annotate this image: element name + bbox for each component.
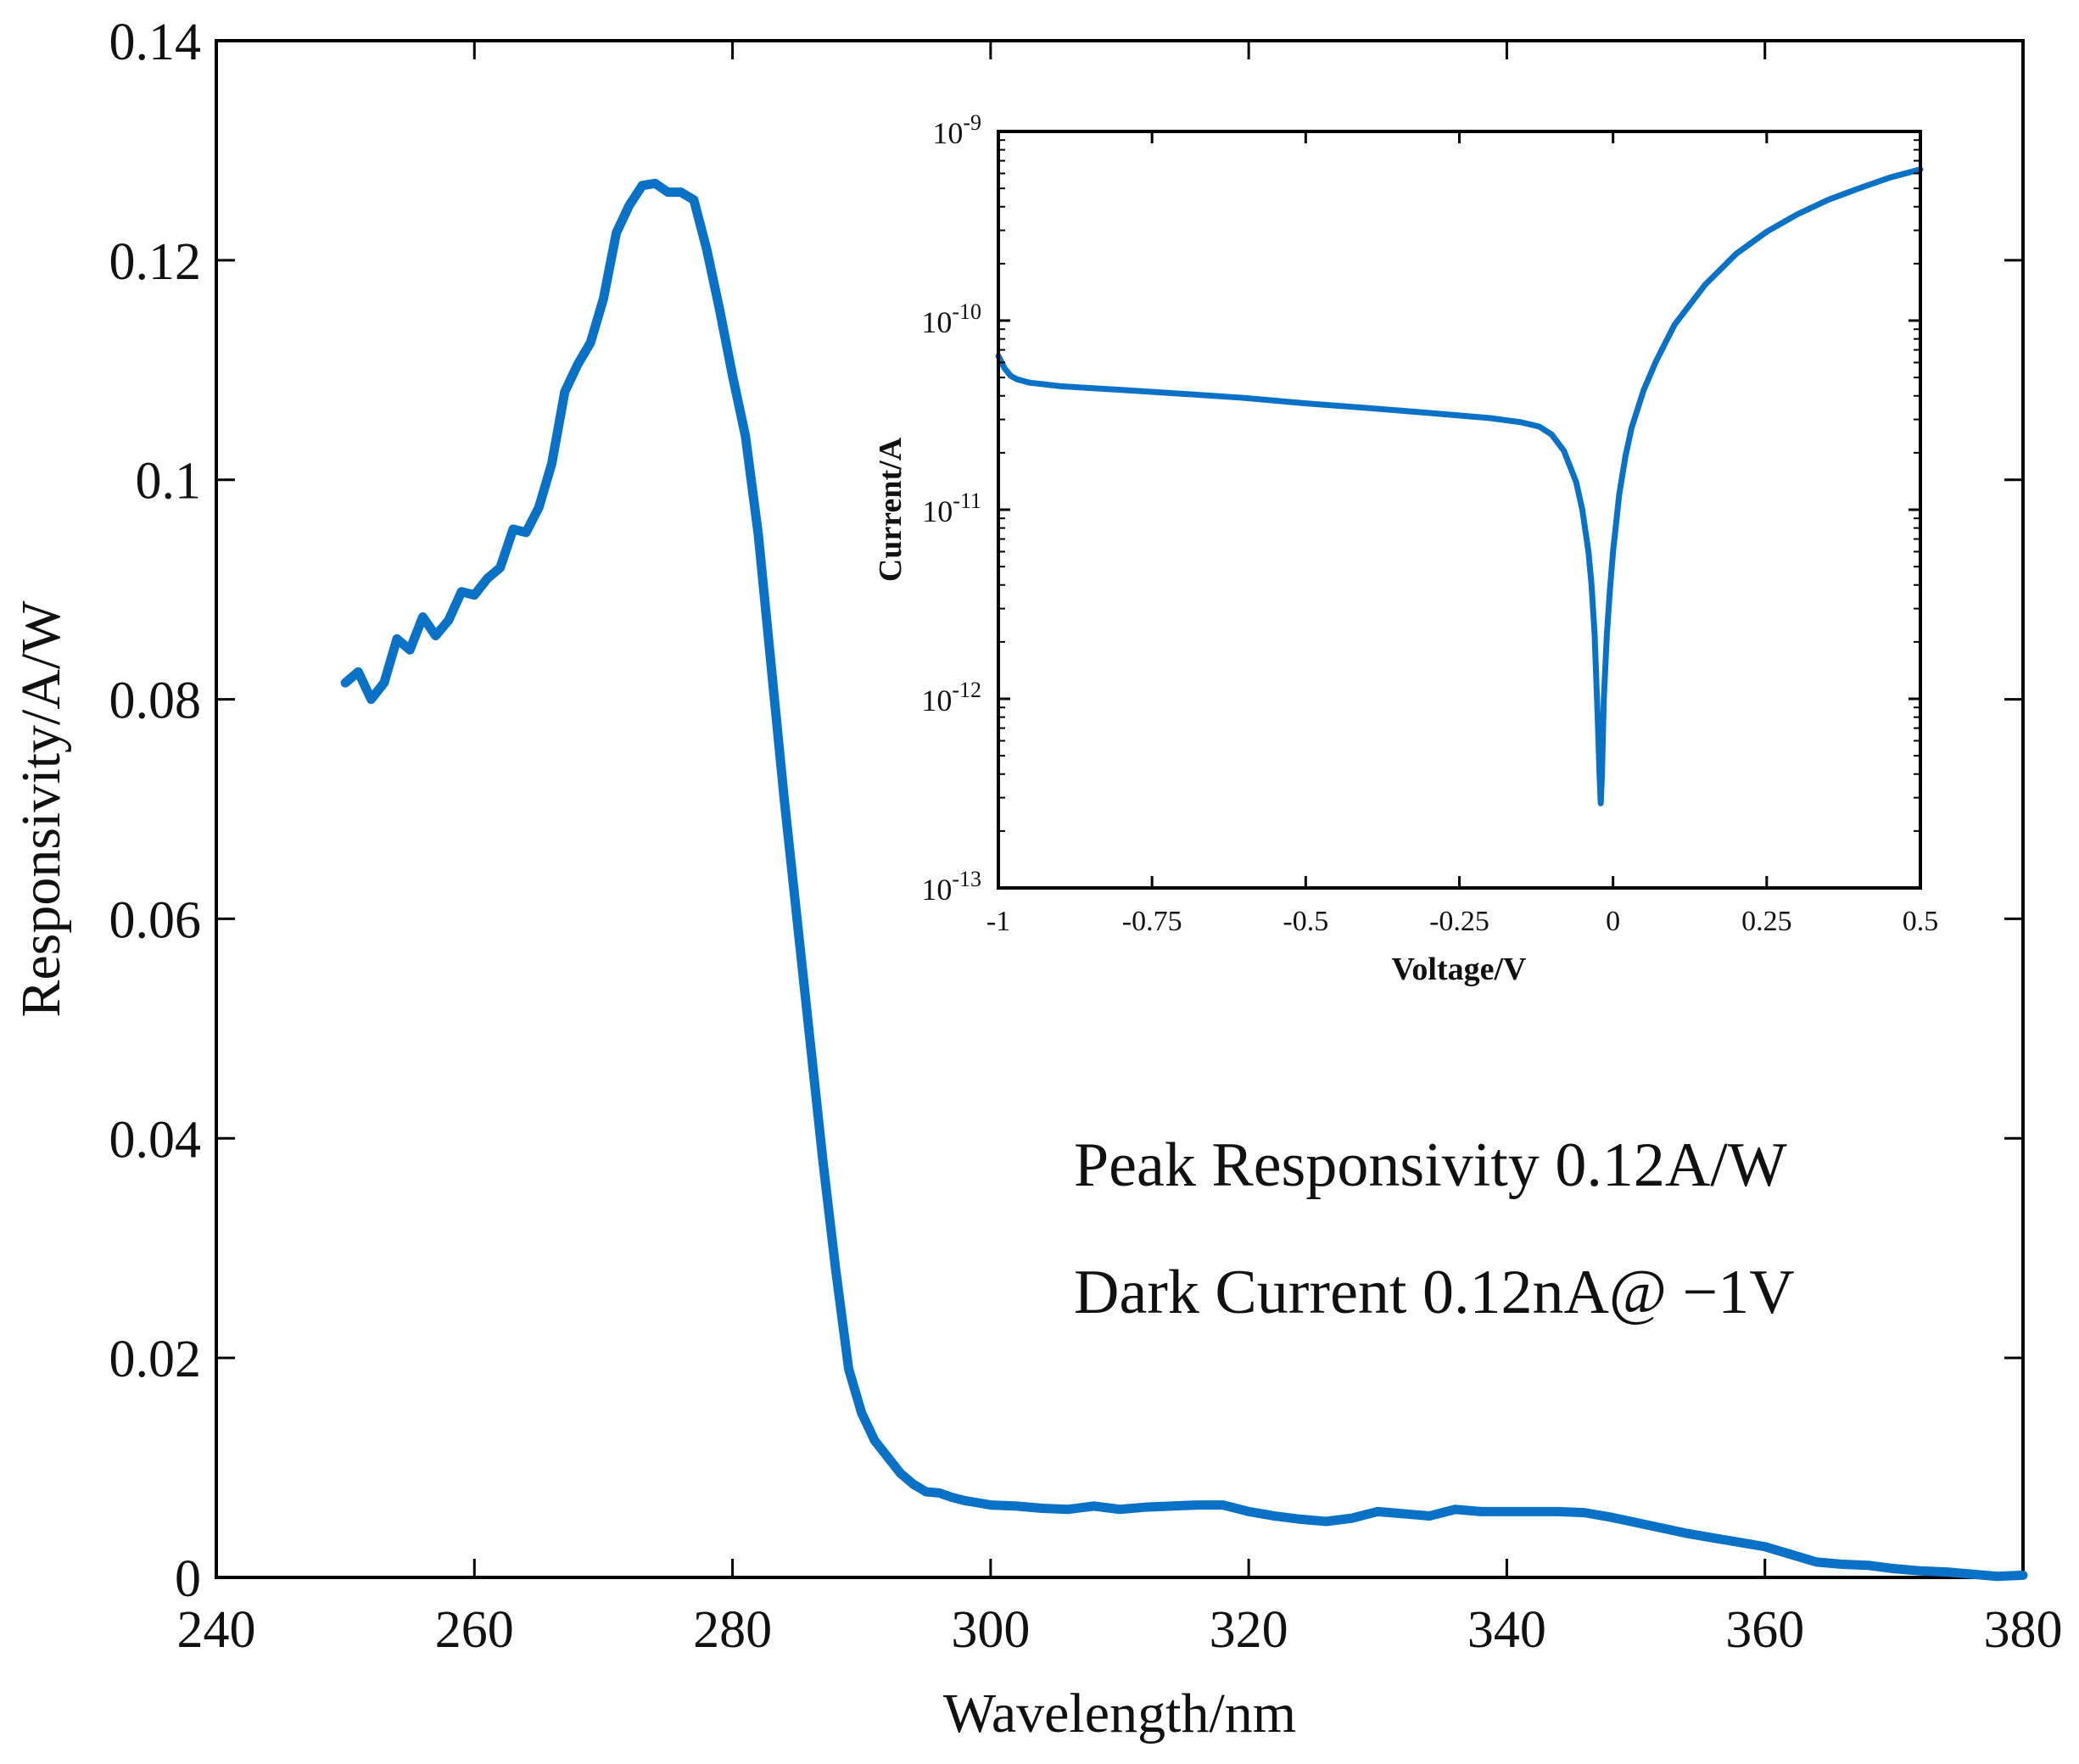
inset-background	[998, 131, 1920, 888]
main-x-tick-label: 340	[1467, 1601, 1546, 1659]
main-x-tick-label: 300	[951, 1601, 1030, 1659]
main-y-tick-label: 0.1	[136, 453, 202, 511]
main-x-tick-label: 240	[177, 1601, 256, 1659]
inset-y-tick-labels: 10-13 10-12 10-11 10-10 10-9	[921, 110, 981, 907]
main-y-tick-label: 0.14	[109, 14, 202, 71]
main-x-tick-label: 260	[435, 1601, 514, 1659]
annotation-peak-responsivity: Peak Responsivity 0.12A/W	[1074, 1130, 1787, 1200]
inset-y-tick-label: 10-11	[922, 488, 981, 528]
inset-x-tick-label: 0.25	[1741, 906, 1792, 937]
main-x-tick-label: 360	[1725, 1601, 1804, 1659]
inset-x-tick-label: -1	[986, 906, 1010, 937]
inset-x-tick-label: -0.75	[1122, 906, 1182, 937]
inset-x-tick-label: -0.25	[1429, 906, 1489, 937]
main-y-tick-label: 0.04	[109, 1111, 202, 1169]
main-x-axis-label: Wavelength/nm	[943, 1683, 1296, 1744]
main-plot-frame	[215, 39, 2025, 1579]
main-y-tick-label: 0.06	[109, 891, 202, 949]
main-y-tick-label: 0.08	[109, 673, 202, 730]
main-x-tick-label: 380	[1984, 1601, 2063, 1659]
annotation-dark-current: Dark Current 0.12nA@ −1V	[1074, 1258, 1795, 1327]
inset-x-tick-label: 0.5	[1903, 906, 1939, 937]
main-y-axis-label: Responsivity/A/W	[10, 600, 72, 1018]
inset-x-tick-label: -0.5	[1283, 906, 1328, 937]
main-x-tick-label: 320	[1210, 1601, 1288, 1659]
inset-axis-ticks	[997, 130, 1922, 890]
inset-y-tick-label: 10-9	[932, 110, 981, 150]
inset-series-group	[995, 166, 1924, 807]
main-x-tick-label: 280	[693, 1601, 772, 1659]
inset-x-tick-labels: -1 -0.75 -0.5 -0.25 0 0.25 0.5	[986, 906, 1938, 937]
main-y-tick-label: 0	[175, 1550, 201, 1608]
main-axis-ticks	[215, 39, 2025, 1579]
inset-x-tick-label: 0	[1606, 906, 1620, 937]
inset-y-tick-label: 10-13	[921, 867, 981, 907]
inset-y-tick-label: 10-12	[921, 678, 981, 717]
main-x-tick-labels: 240 260 280 300 320 340 360 380	[177, 1601, 2063, 1659]
inset-y-tick-label: 10-10	[921, 299, 981, 339]
main-y-tick-labels: 0 0.02 0.04 0.06 0.08 0.1 0.12 0.14	[109, 14, 202, 1608]
inset-y-axis-label: Current/A	[873, 437, 908, 582]
main-y-tick-label: 0.12	[109, 233, 202, 291]
dark-current-line	[995, 166, 1924, 807]
responsivity-line	[340, 178, 2028, 1582]
main-y-tick-label: 0.02	[109, 1331, 202, 1388]
inset-x-axis-label: Voltage/V	[1391, 952, 1527, 987]
main-series-group	[340, 178, 2028, 1582]
